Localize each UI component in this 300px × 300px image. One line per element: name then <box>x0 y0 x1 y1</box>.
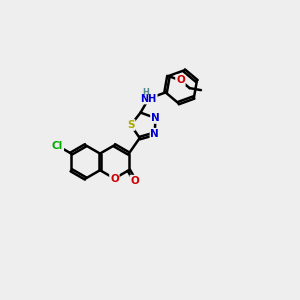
Text: O: O <box>110 173 119 184</box>
Text: O: O <box>176 75 185 85</box>
Text: N: N <box>150 129 159 139</box>
Text: O: O <box>130 176 139 186</box>
Text: Cl: Cl <box>52 141 63 151</box>
Text: S: S <box>127 120 135 130</box>
Text: NH: NH <box>140 94 157 103</box>
Text: H: H <box>142 88 149 97</box>
Text: N: N <box>151 113 160 123</box>
